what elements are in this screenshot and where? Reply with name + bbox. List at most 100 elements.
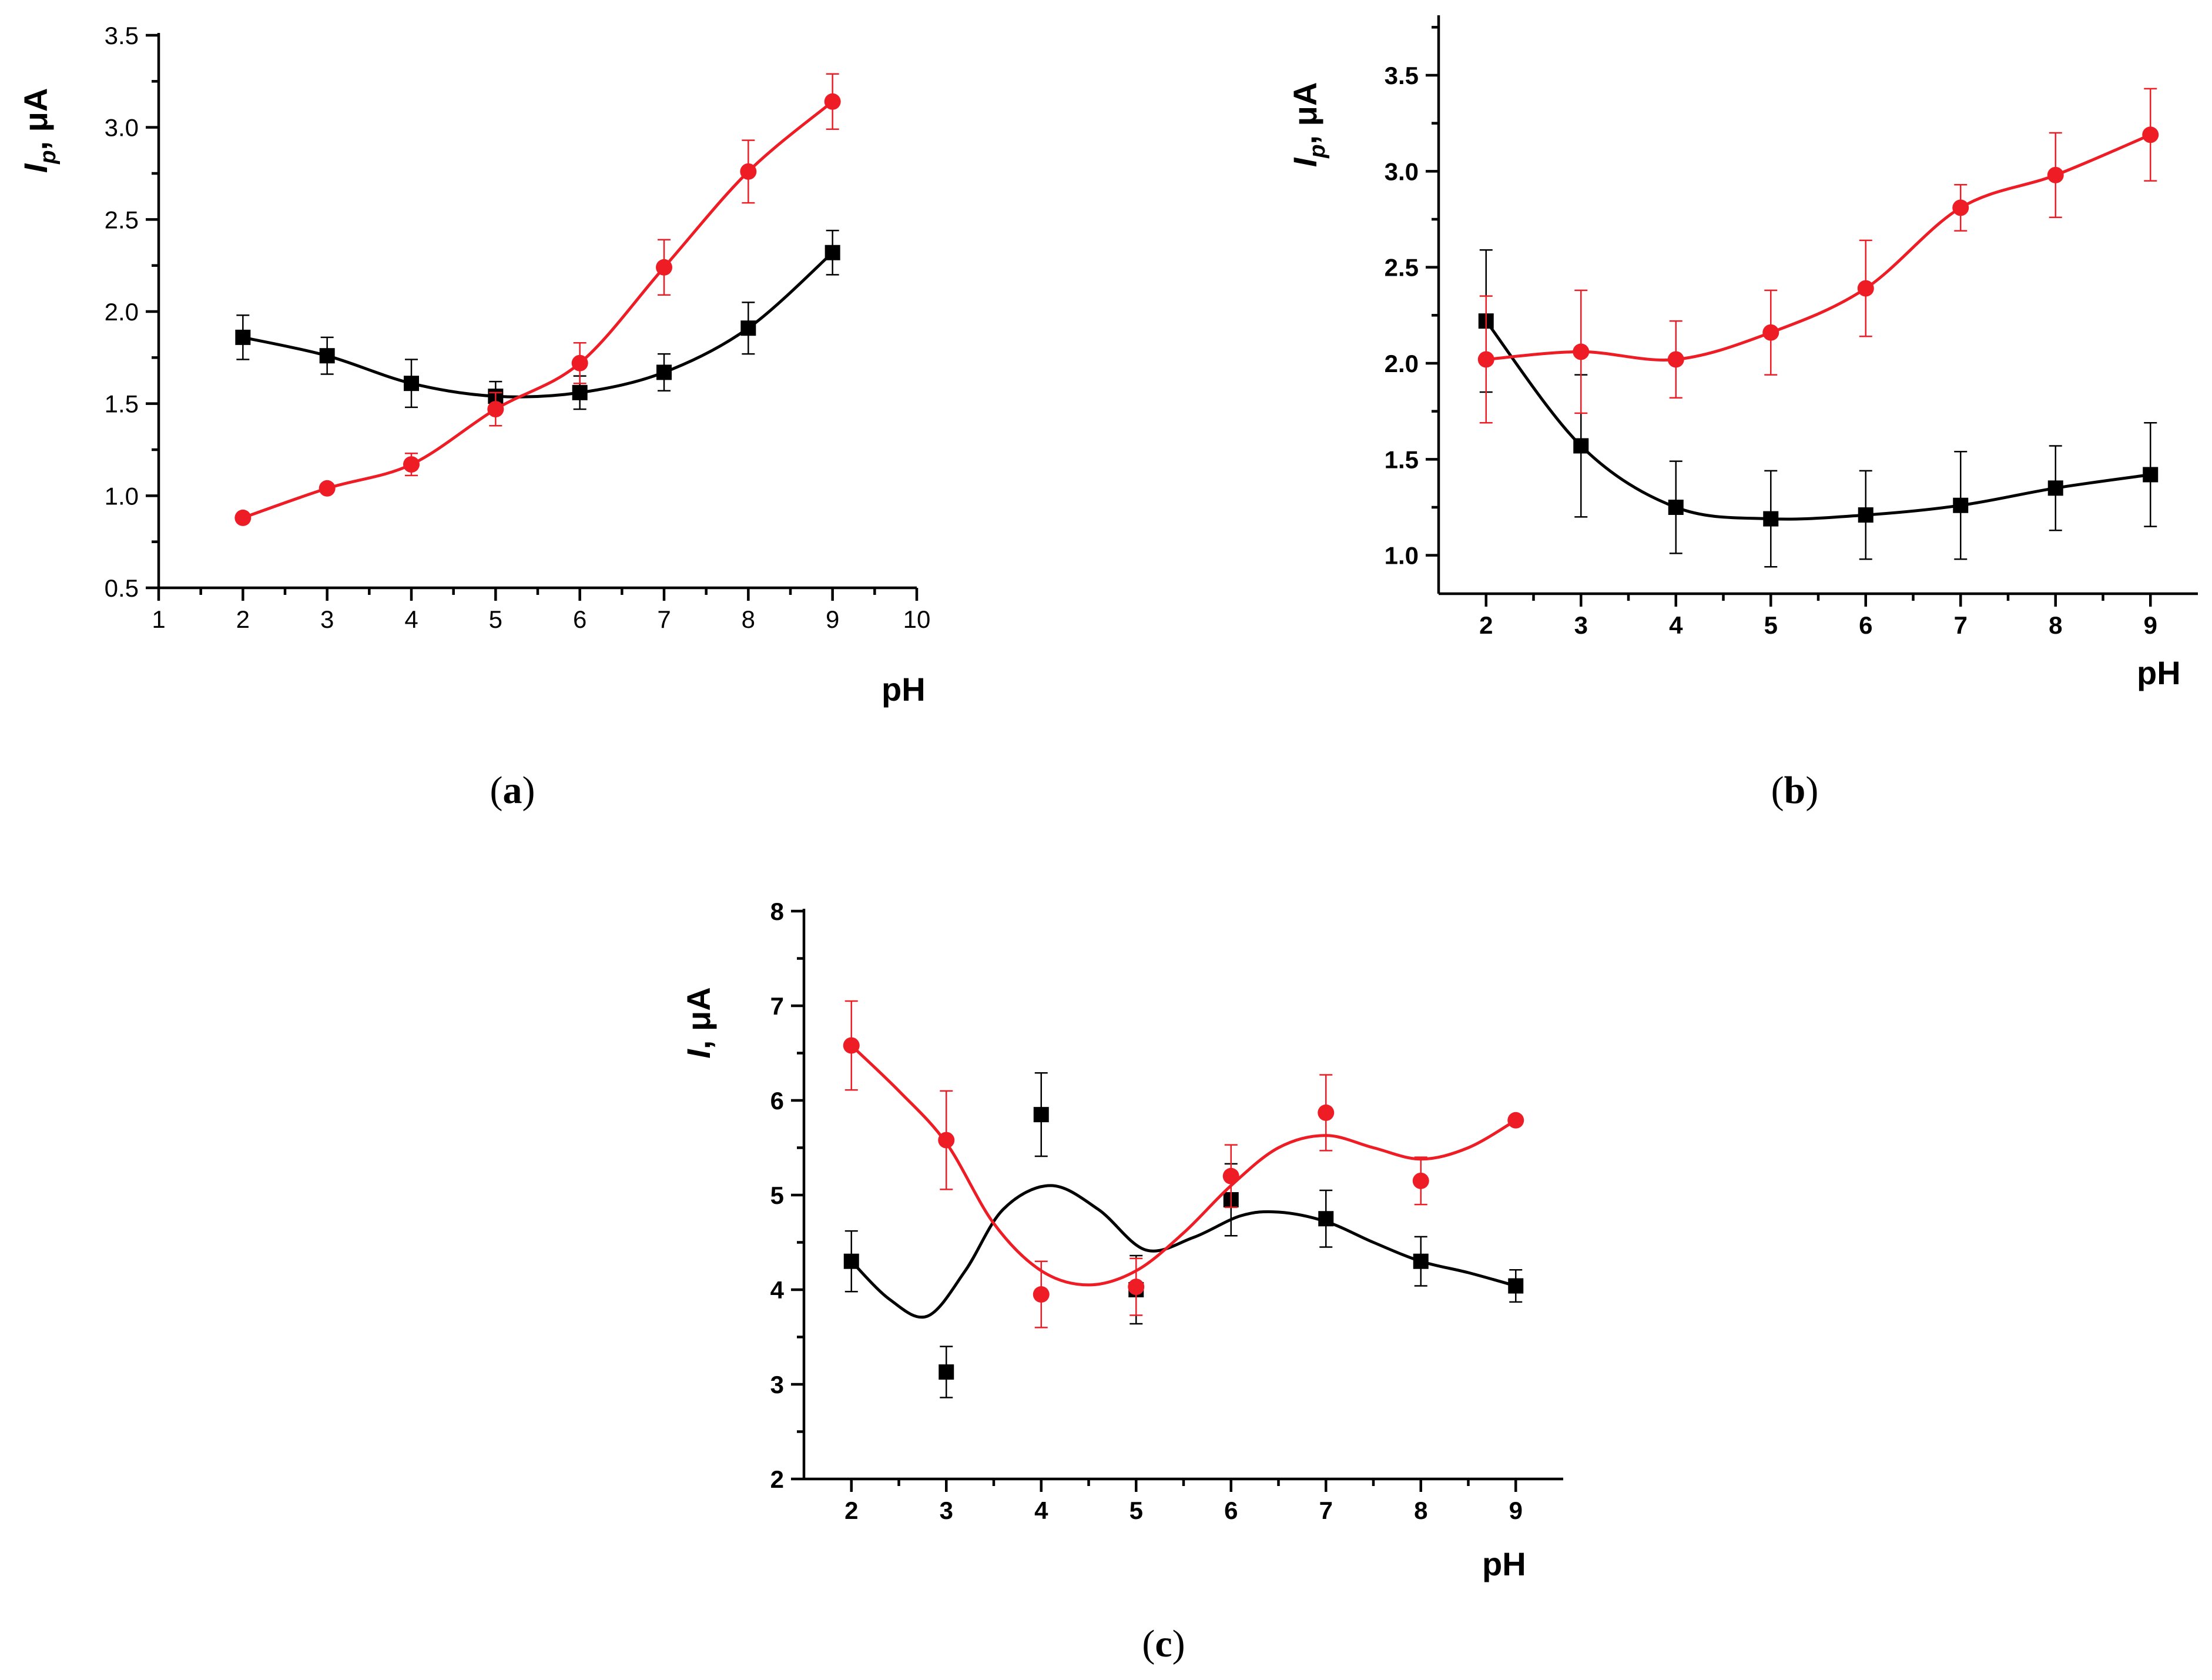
data-point-circle-c [1222, 1167, 1239, 1184]
fit-curve-red-circles-c [850, 1044, 1517, 1287]
x-tick-label-a: 7 [657, 605, 671, 633]
data-point-circle-c [1412, 1172, 1429, 1189]
data-point-circle-a [824, 93, 841, 110]
data-point-circle-b [1857, 280, 1874, 297]
data-point-circle-b [1952, 199, 1969, 216]
data-point-circle-a [571, 354, 588, 372]
x-axis-label-c: pH [1482, 1545, 1526, 1582]
y-axis-subscript-b: p [1305, 145, 1330, 159]
x-tick-label-c: 5 [1130, 1497, 1143, 1524]
data-point-square-a [235, 329, 251, 345]
x-tick-label-a: 6 [573, 605, 586, 633]
y-axis-unit-c: , μA [680, 987, 717, 1049]
x-tick-label-c: 8 [1414, 1497, 1427, 1524]
data-point-circle-a [656, 259, 672, 276]
y-axis-label-c: I, μA [680, 987, 717, 1058]
data-point-circle-c [938, 1132, 955, 1149]
data-point-square-b [1763, 511, 1779, 527]
data-point-square-a [319, 348, 335, 364]
data-point-circle-a [234, 509, 252, 526]
data-point-square-b [1573, 438, 1589, 454]
data-point-square-c [1033, 1107, 1049, 1123]
y-tick-label-b: 1.0 [1385, 542, 1419, 570]
data-point-circle-c [843, 1037, 860, 1054]
fit-curve-red-circles-b [1486, 133, 2151, 362]
y-axis-subscript-a: p [36, 150, 61, 165]
x-tick-label-a: 5 [489, 605, 502, 633]
data-point-circle-b [1573, 343, 1590, 360]
x-tick-label-c: 7 [1319, 1497, 1333, 1524]
y-tick-label-b: 3.5 [1385, 62, 1419, 89]
x-axis-label-a: pH [882, 671, 926, 708]
data-point-circle-a [319, 480, 336, 497]
data-point-circle-b [1477, 351, 1494, 368]
data-point-square-a [740, 320, 756, 336]
data-point-circle-b [2047, 166, 2064, 183]
x-tick-label-a: 10 [903, 605, 931, 633]
y-axis-label-a: Ip, μA [17, 88, 61, 173]
x-tick-label-b: 5 [1764, 611, 1778, 639]
y-tick-label-b: 2.5 [1385, 254, 1419, 282]
y-tick-label-c: 3 [770, 1371, 784, 1398]
data-point-square-c [1318, 1211, 1334, 1227]
chart-panel-c: 2 3 4 5 6 7 8 9 2 3 4 5 6 7 8 pH I, μA (c) [680, 898, 1563, 1665]
x-tick-label-a: 9 [826, 605, 839, 633]
series-red-circles-b [1477, 88, 2159, 424]
y-tick-label-b: 2.0 [1385, 350, 1419, 377]
data-point-square-b [1858, 507, 1874, 523]
chart-panel-b: 2 3 4 5 6 7 8 9 1.0 1.5 2.0 2.5 3.0 3.5 pH Ip, μA (b) [1286, 15, 2198, 812]
y-axis-label-b: Ip, μA [1286, 82, 1330, 168]
x-tick-label-a: 8 [742, 605, 755, 633]
y-tick-label-a: 3.0 [105, 114, 139, 142]
y-axis-unit-a: , μA [17, 88, 54, 150]
data-point-square-c [843, 1253, 859, 1269]
series-black-squares-c [843, 1072, 1524, 1398]
data-point-square-b [2143, 467, 2159, 483]
data-point-circle-a [487, 401, 504, 418]
data-point-circle-a [403, 456, 420, 473]
data-point-circle-b [1762, 324, 1779, 341]
axes-b: 2 3 4 5 6 7 8 9 1.0 1.5 2.0 2.5 3.0 3.5 [1385, 15, 2198, 639]
data-point-circle-a [740, 163, 757, 180]
y-tick-label-c: 4 [770, 1276, 785, 1304]
x-tick-label-b: 2 [1479, 611, 1493, 639]
data-point-square-a [825, 245, 840, 260]
data-point-circle-c [1507, 1112, 1524, 1129]
data-point-circle-c [1318, 1104, 1335, 1121]
data-point-square-c [939, 1364, 954, 1380]
data-point-square-a [404, 376, 419, 391]
data-point-square-b [1953, 497, 1969, 513]
x-tick-label-a: 1 [152, 605, 165, 633]
data-point-square-c [1508, 1278, 1524, 1294]
data-point-circle-c [1033, 1286, 1050, 1303]
axes-a: 1 2 3 4 5 6 7 8 9 10 0.5 1.0 1.5 2.0 2.5 3.0 3.5 [105, 22, 931, 633]
series-black-squares-a [235, 229, 840, 412]
panel-label-c: (c) [1142, 1622, 1185, 1665]
panel-label-a: (a) [490, 769, 535, 812]
x-axis-label-b: pH [2137, 654, 2181, 691]
x-tick-label-c: 9 [1509, 1497, 1523, 1524]
y-tick-label-a: 1.5 [105, 390, 139, 418]
series-red-circles-a [234, 73, 841, 526]
y-tick-label-c: 2 [770, 1465, 784, 1493]
x-tick-label-c: 6 [1224, 1497, 1238, 1524]
x-tick-label-b: 3 [1574, 611, 1588, 639]
x-tick-label-a: 4 [404, 605, 418, 633]
data-point-circle-b [1667, 351, 1684, 368]
data-point-circle-c [1128, 1279, 1145, 1296]
y-axis-symbol-a: I [17, 163, 54, 173]
y-tick-label-a: 2.0 [105, 298, 139, 326]
y-tick-label-c: 8 [770, 898, 784, 925]
data-point-square-a [572, 384, 588, 400]
y-tick-label-b: 3.0 [1385, 158, 1419, 185]
y-tick-label-b: 1.5 [1385, 446, 1419, 473]
series-black-squares-b [1478, 249, 2159, 568]
panel-label-b: (b) [1771, 769, 1819, 812]
data-point-square-a [656, 364, 672, 380]
fit-curve-red-circles-a [242, 100, 834, 520]
y-tick-label-c: 6 [770, 1087, 784, 1115]
x-tick-label-c: 3 [940, 1497, 953, 1524]
x-tick-label-b: 8 [2049, 611, 2062, 639]
data-point-circle-b [2142, 126, 2159, 143]
y-axis-symbol-c: I [680, 1049, 717, 1059]
